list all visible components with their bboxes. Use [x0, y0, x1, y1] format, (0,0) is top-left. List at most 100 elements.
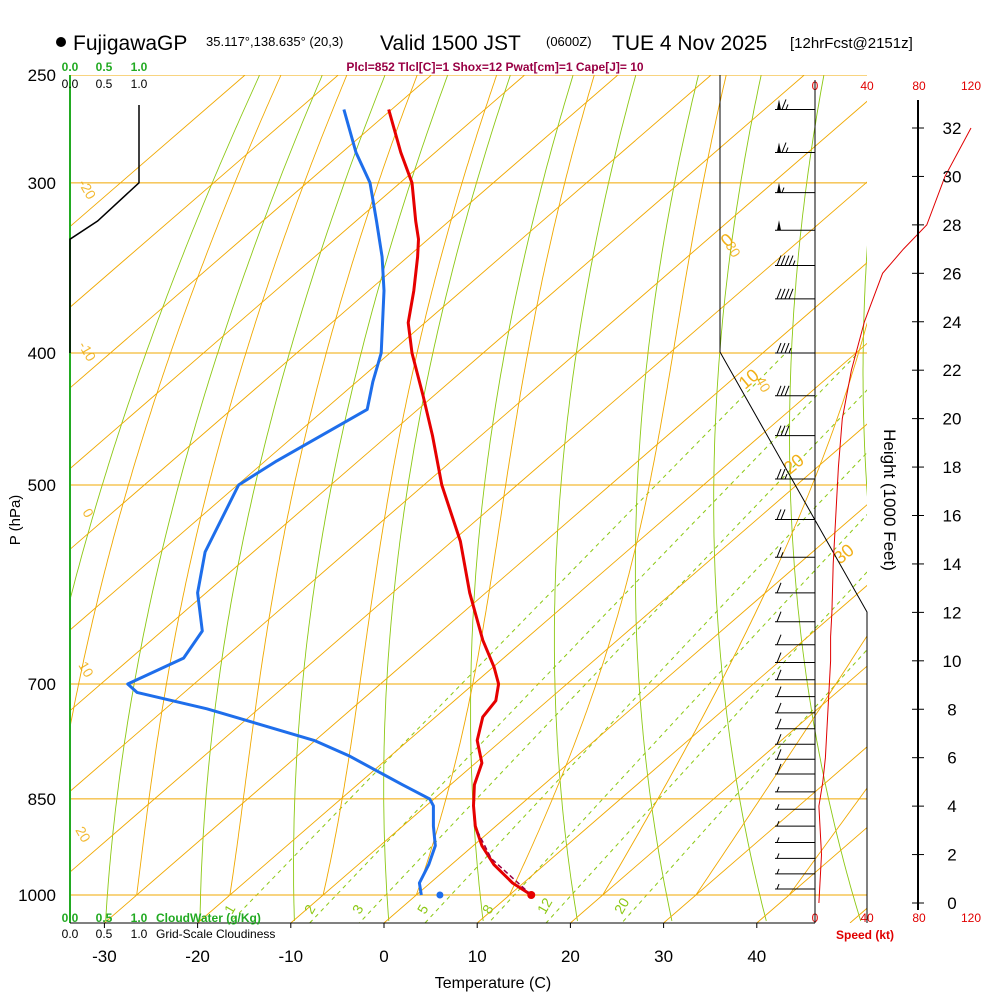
speed-axis-title: Speed (kt) [836, 928, 894, 942]
cloudiness-profile-line [69, 105, 140, 353]
valid-utc: (0600Z) [546, 34, 592, 49]
wind-barb-half-feather [776, 883, 780, 890]
cloudwater-axis-title: CloudWater (g/Kg) [156, 911, 261, 925]
cloudiness-tick-top: 0.0 [62, 77, 79, 91]
cloudiness-tick-bottom: 0.5 [96, 927, 113, 941]
dry-adiabat-line [634, 75, 699, 922]
isotherm-line [70, 75, 619, 550]
speed-tick-bottom: 40 [860, 911, 874, 925]
wind-barb [775, 763, 815, 775]
wind-barb-half-feather [776, 804, 780, 810]
station-name: FujigawaGP [73, 32, 187, 55]
cloud-axes: 0.0 0.0 0.0 0.0 0.5 0.5 0.5 0.5 1.0 1.0 1.0 1.0 [62, 60, 148, 941]
pressure-tick-label: 500 [28, 476, 56, 495]
wind-barb-feather [776, 342, 782, 354]
wind-barb [775, 853, 815, 859]
wind-barb-half-feather [784, 473, 788, 480]
adiabat-label: 0 [79, 506, 97, 521]
height-tick-label: 18 [943, 458, 962, 477]
wind-barb [775, 883, 815, 890]
dewpoint-profile-line [126, 109, 437, 896]
height-tick-label: 26 [943, 264, 962, 283]
height-tick-label: 4 [947, 797, 956, 816]
cloudwater-tick-top: 0.0 [62, 60, 79, 74]
station-dot-icon [56, 37, 66, 47]
wind-barb-feather [776, 763, 782, 775]
dry-adiabat-line [789, 75, 862, 922]
wind-barb [775, 385, 815, 397]
wind-barb [775, 425, 815, 437]
wind-barb-half-feather [788, 347, 792, 354]
wind-barb-feather [776, 686, 782, 697]
height-axis-title: Height (1000 Feet) [880, 429, 899, 571]
sounding-profiles [126, 75, 868, 923]
isotherm-line [663, 746, 867, 923]
temperature-tick-label: -10 [279, 947, 304, 966]
mixing-ratio-label: 3 [349, 902, 367, 917]
wind-barb-feather [784, 288, 790, 300]
temperature-tick-label: 30 [654, 947, 673, 966]
isotherm-line [70, 75, 432, 389]
wind-barb-feather [780, 255, 786, 266]
isotherm-line [70, 75, 805, 712]
mixing-ratio-line [621, 649, 867, 923]
cloudiness-tick-bottom: 1.0 [131, 927, 148, 941]
wind-barb-half-feather [776, 820, 780, 827]
mixing-ratio-label: 2 [301, 902, 319, 917]
mixing-ratio-line [545, 571, 867, 923]
wind-barb [775, 582, 815, 594]
isotherm-line [70, 75, 246, 228]
moist-adiabat-line [695, 635, 867, 896]
wind-barb-pennant [777, 99, 781, 110]
wind-barb-feather [780, 288, 786, 300]
wind-barb-half-feather [780, 552, 784, 558]
wind-barb [775, 468, 815, 480]
isotherm-line [104, 262, 867, 923]
wind-barb [775, 718, 815, 730]
isotherm-line [570, 665, 867, 923]
isotherm-line [849, 907, 867, 923]
isotherm-line [70, 75, 339, 308]
wind-barb-feather [780, 385, 786, 396]
forecast-info: [12hrFcst@2151z] [790, 35, 913, 52]
wind-barb-feather [776, 702, 782, 714]
temperature-axis: -30 -20 -10 0 10 20 30 40 [92, 923, 766, 966]
wind-barb-feather [776, 385, 782, 396]
cloudwater-tick-bottom: 0.0 [62, 911, 79, 925]
pressure-axis: 250 300 400 500 700 850 1000 [18, 66, 56, 905]
speed-tick-top: 80 [912, 79, 926, 93]
wind-barb-feather [776, 718, 782, 729]
dry-adiabat-line [470, 75, 574, 922]
wind-barb-feather [788, 288, 794, 300]
wind-barb [775, 142, 815, 154]
temperature-tick-label: 20 [561, 947, 580, 966]
mixing-ratio-label: 5 [414, 902, 432, 917]
wind-barb [775, 652, 815, 664]
isotherm-line [197, 342, 867, 923]
wind-barb [775, 786, 815, 793]
wind-barb-feather [784, 425, 790, 436]
height-tick-label: 30 [943, 167, 962, 186]
dry-adiabat-line [713, 75, 767, 922]
wind-barb-half-feather [776, 786, 780, 793]
wind-barb-feather [776, 255, 782, 266]
height-tick-label: 10 [943, 652, 962, 671]
wind-barb-feather [780, 509, 786, 520]
isotherm-line [70, 75, 525, 470]
wind-speed-panel: 0040408080120120 [812, 79, 982, 925]
wind-barb-feather [776, 582, 782, 594]
surface-dewpoint-marker [436, 891, 444, 899]
wind-barb-half-feather [785, 147, 789, 153]
dry-adiabat-line [383, 75, 511, 922]
saturated-adiabat-label: 20 [780, 450, 808, 478]
background-lines [70, 75, 867, 923]
wind-barb-half-feather [776, 868, 780, 875]
pressure-tick-label: 700 [28, 675, 56, 694]
wind-barb-pennant [777, 182, 781, 193]
isotherm-line [383, 504, 867, 923]
temperature-tick-label: -20 [185, 947, 210, 966]
height-tick-label: 22 [943, 361, 962, 380]
wind-barb [775, 509, 815, 520]
height-tick-label: 16 [943, 507, 962, 526]
